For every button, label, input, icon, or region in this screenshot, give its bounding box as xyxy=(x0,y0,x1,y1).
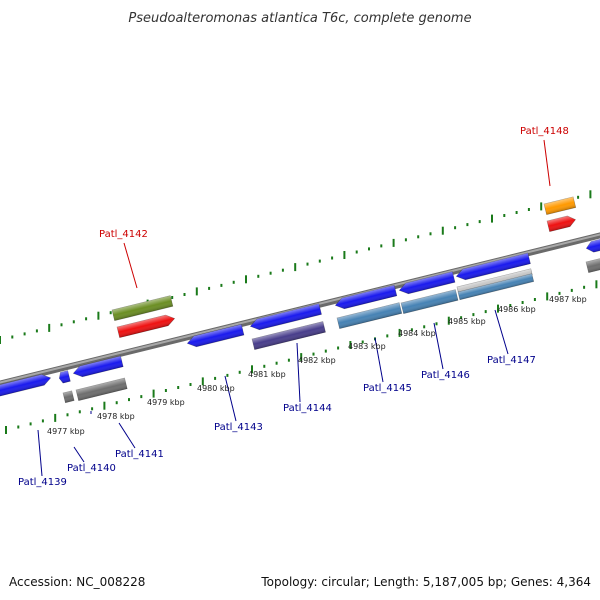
gene-label-patl-4145[interactable]: Patl_4145 xyxy=(363,383,412,394)
gene-label-patl-4148[interactable]: Patl_4148 xyxy=(520,126,569,137)
leader-line xyxy=(123,242,138,289)
gene-patl-4145[interactable] xyxy=(336,302,403,330)
gene-patl-4147s[interactable] xyxy=(456,268,533,294)
gene-features xyxy=(0,196,600,404)
leader-line xyxy=(73,446,85,463)
scale-label-4987: 4987 kbp xyxy=(549,295,587,304)
gene-patl-4142b[interactable] xyxy=(116,313,176,339)
scale-label-4985: 4985 kbp xyxy=(448,317,486,326)
topology-summary: Topology: circular; Length: 5,187,005 bp… xyxy=(260,575,591,589)
gene-patl-4143[interactable] xyxy=(186,323,245,348)
gene-label-patl-4139[interactable]: Patl_4139 xyxy=(18,477,67,488)
leader-line xyxy=(433,322,444,370)
gene-patl-4139[interactable] xyxy=(0,373,52,398)
gene-patl-4142[interactable] xyxy=(111,295,174,322)
gene-labels: Patl_4139 Patl_4140 Patl_4141 Patl_4142 … xyxy=(18,126,569,488)
scale-label-4983: 4983 kbp xyxy=(348,342,386,351)
scale-label-4978: 4978 kbp xyxy=(97,412,135,421)
gene-patl-4144a[interactable] xyxy=(249,303,322,332)
lower-tick-ruler xyxy=(5,280,598,434)
leader-line xyxy=(296,342,301,403)
gene-label-patl-4143[interactable]: Patl_4143 xyxy=(214,422,263,433)
leader-line xyxy=(37,429,43,477)
scale-label-4980: 4980 kbp xyxy=(197,384,235,393)
gene-label-patl-4147[interactable]: Patl_4147 xyxy=(487,355,536,366)
scale-label-4982: 4982 kbp xyxy=(298,356,336,365)
label-leaders xyxy=(37,139,551,477)
gene-patl-4144[interactable] xyxy=(251,321,326,351)
gene-label-patl-4140[interactable]: Patl_4140 xyxy=(67,463,116,474)
gene-patl-4147[interactable] xyxy=(457,273,535,301)
scale-labels: 4977 kbp 4978 kbp 4979 kbp 4980 kbp 4981… xyxy=(47,295,587,436)
gene-patl-4141[interactable] xyxy=(75,377,128,402)
scale-label-4986: 4986 kbp xyxy=(498,305,536,314)
scale-label-4977: 4977 kbp xyxy=(47,427,85,436)
leader-line xyxy=(224,375,237,422)
gene-patl-4148[interactable] xyxy=(543,196,577,216)
map-title: Pseudoalteromonas atlantica T6c, complet… xyxy=(128,11,471,26)
gene-patl-4146[interactable] xyxy=(400,289,459,315)
gene-patl-4148b[interactable] xyxy=(546,214,577,233)
gene-right-b[interactable] xyxy=(585,255,600,274)
gene-patl-4141a[interactable] xyxy=(72,355,124,379)
scale-label-4981: 4981 kbp xyxy=(248,370,286,379)
gene-label-patl-4146[interactable]: Patl_4146 xyxy=(421,370,470,381)
leader-line xyxy=(543,139,551,187)
gene-patl-4140b[interactable] xyxy=(62,390,75,404)
scale-label-4984: 4984 kbp xyxy=(398,329,436,338)
gene-patl-4140[interactable] xyxy=(58,370,71,384)
leader-line xyxy=(494,309,509,355)
leader-line xyxy=(118,422,136,449)
gene-patl-4147a[interactable] xyxy=(455,252,531,282)
gene-label-patl-4142[interactable]: Patl_4142 xyxy=(99,229,148,240)
gene-patl-4145a[interactable] xyxy=(334,284,398,311)
leader-line xyxy=(374,337,384,383)
gene-right-a[interactable] xyxy=(585,236,600,254)
gene-label-patl-4141[interactable]: Patl_4141 xyxy=(115,449,164,460)
gene-label-patl-4144[interactable]: Patl_4144 xyxy=(283,403,332,414)
scale-label-4979: 4979 kbp xyxy=(147,398,185,407)
gene-patl-4146a[interactable] xyxy=(398,271,456,296)
accession-text: Accession: NC_008228 xyxy=(9,575,145,589)
